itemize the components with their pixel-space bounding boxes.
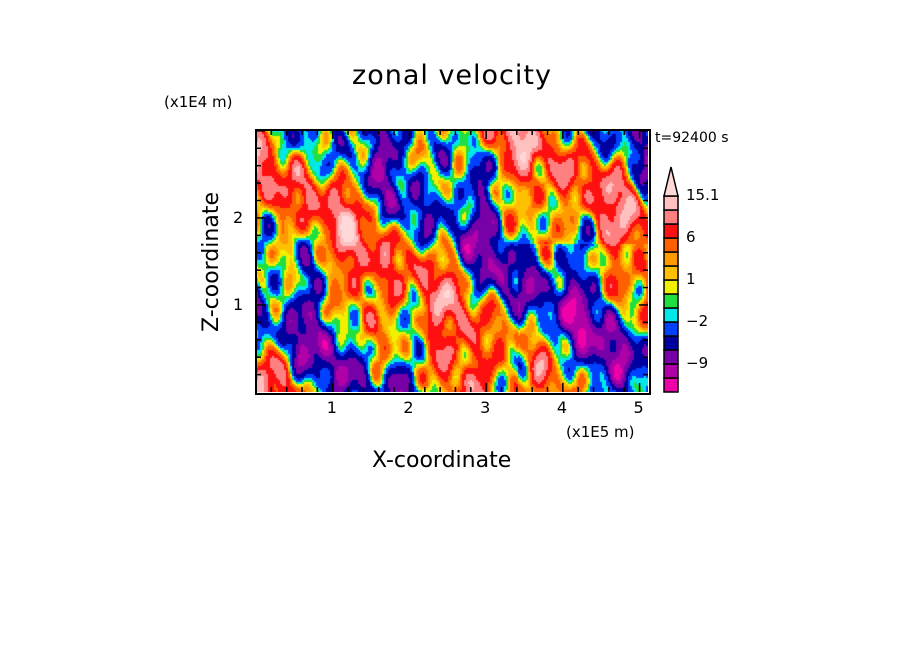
colorbar-segment xyxy=(663,293,679,309)
y-tick-label: 1 xyxy=(233,294,244,314)
colorbar-segment xyxy=(663,195,679,211)
y-tick-label: 2 xyxy=(233,207,244,227)
colorbar-label: 1 xyxy=(686,270,696,288)
colorbar-segment xyxy=(663,321,679,337)
colorbar-label: −2 xyxy=(686,312,709,330)
colorbar-label: −9 xyxy=(686,354,709,372)
time-annotation: t=92400 s xyxy=(655,130,729,146)
colorbar-segment xyxy=(663,223,679,239)
colorbar-segment xyxy=(663,349,679,365)
colorbar-segment xyxy=(663,209,679,225)
x-tick-label: 1 xyxy=(326,398,337,417)
x-tick-label: 4 xyxy=(556,398,568,417)
colorbar-segment xyxy=(663,377,679,393)
x-tick-label: 5 xyxy=(633,398,644,417)
colorbar-segment xyxy=(663,265,679,281)
y-axis-unit: (x1E4 m) xyxy=(164,93,233,111)
contour-field xyxy=(256,130,648,392)
colorbar-segment xyxy=(663,237,679,253)
colorbar-label: 15.1 xyxy=(686,186,720,204)
colorbar-segment xyxy=(663,335,679,351)
colorbar-label: 6 xyxy=(686,228,696,246)
colorbar-segment xyxy=(663,307,679,323)
x-tick-label: 2 xyxy=(403,398,414,417)
x-tick-label: 3 xyxy=(480,398,491,417)
x-axis-unit: (x1E5 m) xyxy=(566,423,635,441)
colorbar-segment xyxy=(663,279,679,295)
colorbar-segment xyxy=(663,251,679,267)
x-axis-label: X-coordinate xyxy=(372,448,512,473)
chart-title: zonal velocity xyxy=(352,60,552,91)
colorbar-segment xyxy=(663,363,679,379)
colorbar-extend-triangle xyxy=(663,166,679,197)
